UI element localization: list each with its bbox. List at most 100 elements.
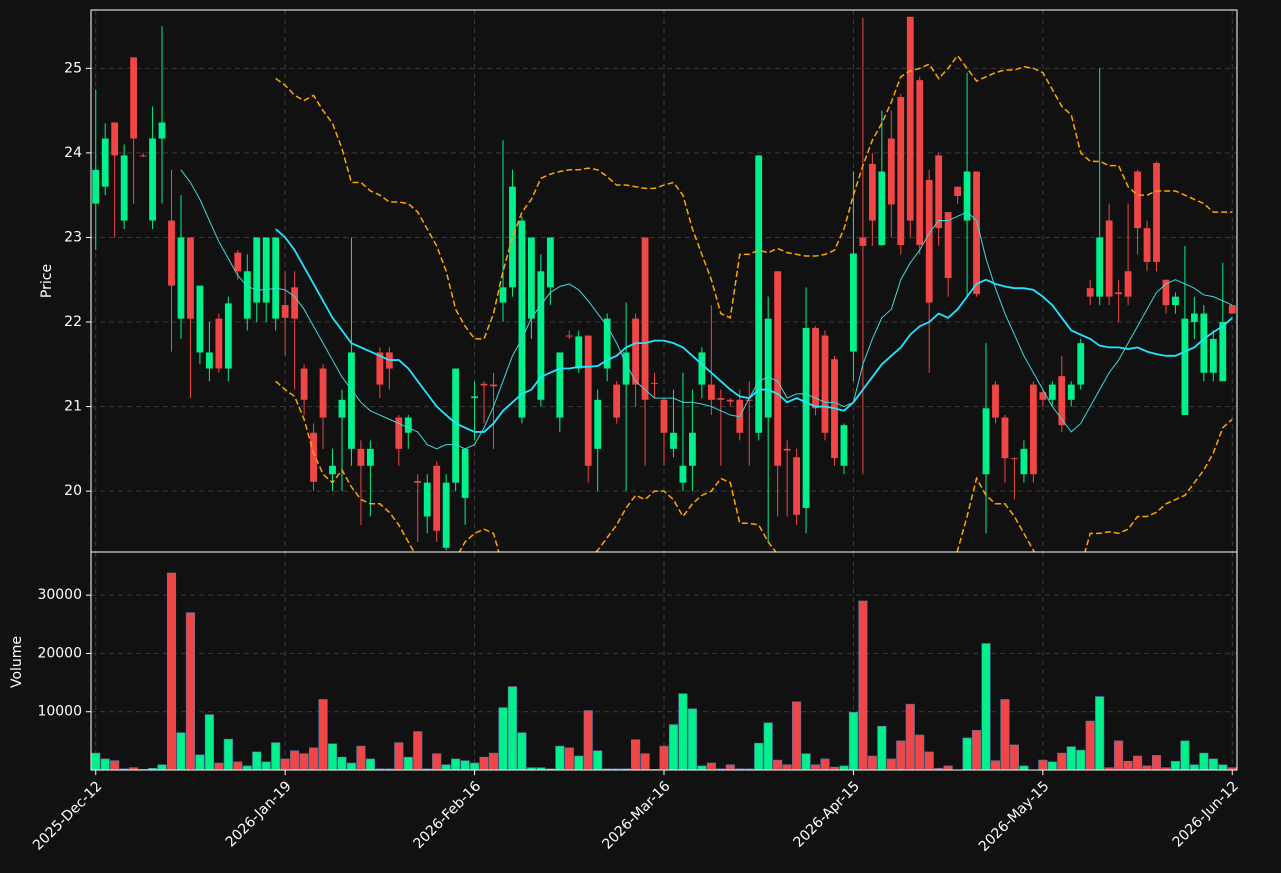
candle-body xyxy=(205,352,213,369)
candle-body xyxy=(329,465,336,475)
candle-body xyxy=(840,425,848,466)
candle-body xyxy=(234,252,242,272)
candle-body xyxy=(906,16,914,221)
volume-bar xyxy=(915,734,925,770)
candle-body xyxy=(1219,322,1227,382)
candle-body xyxy=(490,384,497,387)
volume-bar xyxy=(555,745,565,770)
volume-bar xyxy=(413,731,423,770)
volume-bar xyxy=(460,760,470,770)
volume-bar xyxy=(801,753,811,770)
volume-bar xyxy=(640,753,650,770)
volume-bar xyxy=(943,765,953,770)
volume-bar xyxy=(583,710,593,770)
candle-body xyxy=(291,287,299,319)
candle-body xyxy=(215,318,223,369)
volume-bar xyxy=(261,761,271,770)
volume-tick-label: 30000 xyxy=(37,587,82,603)
candle-body xyxy=(357,448,365,466)
volume-bar xyxy=(470,762,480,770)
volume-bar xyxy=(422,768,432,770)
volume-bar xyxy=(356,745,366,770)
volume-bar xyxy=(877,725,887,770)
volume-bar xyxy=(346,762,357,770)
volume-bar xyxy=(1114,740,1124,770)
volume-bar xyxy=(110,760,120,770)
candle-body xyxy=(433,465,441,531)
candle-body xyxy=(461,448,469,498)
volume-bar xyxy=(886,758,896,770)
volume-bar xyxy=(1132,755,1143,770)
candle-body xyxy=(1086,288,1094,297)
candle-body xyxy=(1048,384,1056,400)
volume-bar xyxy=(451,758,461,770)
volume-bar xyxy=(536,767,546,770)
volume-bar xyxy=(280,758,290,770)
volume-bar xyxy=(593,750,603,770)
volume-bar xyxy=(924,751,934,770)
volume-bar xyxy=(706,762,716,770)
y-axis-label: Price xyxy=(39,264,55,298)
candle-body xyxy=(452,368,460,483)
y-tick-label: 25 xyxy=(64,60,82,76)
volume-bar xyxy=(318,699,328,770)
candle-body xyxy=(1124,271,1132,297)
volume-bar xyxy=(792,701,802,770)
candle-body xyxy=(850,253,857,352)
volume-bar xyxy=(1218,764,1228,770)
candle-body xyxy=(243,271,251,319)
candle-body xyxy=(546,237,554,288)
candle-body xyxy=(982,408,990,475)
candle-body xyxy=(177,237,185,319)
overlay-line xyxy=(275,380,1233,552)
candle-body xyxy=(111,122,119,156)
candle-body xyxy=(120,155,128,221)
candle-body xyxy=(527,237,535,319)
candle-body xyxy=(973,171,980,295)
volume-bar xyxy=(1104,767,1114,770)
candle-body xyxy=(442,482,450,548)
volume-bar xyxy=(432,753,442,770)
candle-body xyxy=(1209,338,1217,373)
volume-bar xyxy=(157,764,167,770)
volume-bar xyxy=(687,708,697,770)
volume-bar xyxy=(1095,696,1105,770)
volume-bar xyxy=(242,765,252,770)
volume-bar xyxy=(403,756,413,770)
candle-body xyxy=(954,186,962,197)
candle-body xyxy=(764,318,772,418)
candle-body xyxy=(916,80,924,246)
volume-bar xyxy=(754,742,764,770)
volume-axis-label: Volume xyxy=(9,636,25,688)
volume-bar xyxy=(574,755,584,770)
candle-body xyxy=(92,169,100,204)
candle-body xyxy=(187,237,194,319)
candle-body xyxy=(821,335,829,433)
candle-body xyxy=(802,327,810,509)
volume-bar xyxy=(176,732,186,770)
volume-bar xyxy=(384,768,394,770)
candle-body xyxy=(613,384,621,418)
y-tick-label: 20 xyxy=(64,483,82,499)
volume-bar xyxy=(375,768,385,770)
volume-bar xyxy=(810,764,821,770)
volume-bar xyxy=(441,764,451,770)
volume-bar xyxy=(337,756,347,770)
volume-bar xyxy=(678,693,688,770)
candle-body xyxy=(1067,384,1075,400)
volume-bar xyxy=(990,760,1001,770)
candle-body xyxy=(935,155,943,229)
volume-bar xyxy=(905,703,915,770)
candle-body xyxy=(698,352,706,385)
candle-body xyxy=(1115,292,1123,295)
volume-bar xyxy=(1199,752,1209,770)
volume-bar xyxy=(517,732,527,770)
candle-body xyxy=(101,138,109,187)
volume-bar xyxy=(1057,752,1067,770)
volume-bar xyxy=(100,758,110,770)
candle-body xyxy=(897,97,905,246)
volume-tick-label: 20000 xyxy=(37,645,82,661)
candle-body xyxy=(395,417,403,449)
volume-bar xyxy=(782,764,792,770)
